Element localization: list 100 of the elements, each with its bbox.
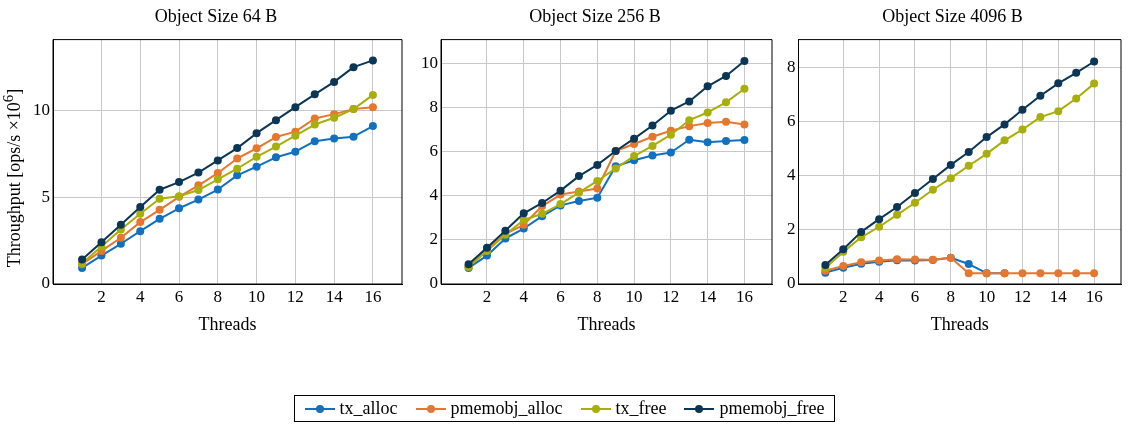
point [666, 106, 675, 115]
legend-label: tx_alloc [339, 398, 398, 419]
x-tick-label: 6 [174, 286, 184, 306]
point [722, 117, 731, 126]
x-tick-label: 8 [593, 286, 602, 306]
point [648, 132, 657, 141]
point [155, 205, 164, 214]
point [155, 214, 164, 223]
point [740, 56, 749, 65]
point [330, 77, 339, 86]
point [291, 103, 300, 112]
point [1018, 269, 1027, 278]
point [78, 255, 87, 264]
point [893, 203, 902, 212]
point [519, 215, 528, 224]
chart-title: Object Size 64 B [154, 5, 278, 26]
point [175, 178, 184, 187]
point [136, 218, 145, 227]
x-tick-label: 16 [364, 286, 382, 306]
point [740, 84, 749, 93]
legend-label: pmemobj_free [719, 398, 825, 419]
point [982, 149, 991, 158]
x-tick-label: 14 [699, 286, 717, 306]
y-tick-label: 10 [421, 53, 438, 73]
point [740, 136, 749, 144]
point [233, 154, 242, 163]
point [136, 227, 145, 236]
point [928, 174, 937, 183]
point [593, 160, 602, 169]
point [310, 90, 319, 99]
point [291, 131, 300, 140]
point [946, 174, 955, 183]
x-tick-label: 6 [910, 286, 920, 306]
point [1036, 91, 1045, 100]
x-tick-label: 14 [325, 286, 344, 306]
point [722, 71, 731, 80]
point [368, 103, 377, 112]
point [233, 164, 242, 173]
point [593, 184, 602, 193]
point [1090, 269, 1099, 278]
point [685, 135, 694, 144]
point [1090, 57, 1099, 66]
x-tick-label: 10 [248, 286, 266, 306]
point [1072, 68, 1081, 77]
y-tick-label: 4 [429, 185, 439, 205]
point [648, 141, 657, 150]
point [685, 97, 694, 106]
point [910, 188, 919, 197]
y-tick-label: 4 [787, 165, 796, 185]
point [252, 129, 261, 138]
x-tick-label: 16 [735, 286, 753, 306]
point [252, 162, 261, 171]
point [593, 193, 602, 202]
x-tick-label: 4 [136, 286, 145, 306]
x-tick-label: 10 [625, 286, 643, 306]
point [857, 227, 866, 236]
point [982, 133, 991, 142]
point [310, 137, 319, 146]
x-axis-title: Threads [930, 313, 989, 334]
y-tick-label: 8 [429, 97, 438, 117]
legend-label: pmemobj_alloc [450, 398, 563, 419]
x-axis-title: Threads [198, 313, 257, 334]
point [155, 185, 164, 194]
point [116, 220, 125, 229]
point [685, 116, 694, 125]
point [722, 136, 731, 145]
point [97, 238, 106, 247]
point [1018, 105, 1027, 114]
y-tick-label: 2 [787, 219, 796, 239]
point [722, 98, 731, 107]
point [538, 198, 547, 207]
point [271, 133, 280, 142]
x-tick-label: 12 [286, 286, 304, 306]
point [136, 203, 145, 212]
point [1072, 269, 1081, 278]
x-tick-label: 4 [874, 286, 884, 306]
point [136, 209, 145, 218]
point [310, 114, 319, 123]
point [175, 204, 184, 213]
point [964, 260, 973, 269]
point [875, 215, 884, 224]
chart-title: Object Size 4096 B [882, 5, 1023, 26]
x-tick-label: 12 [662, 286, 680, 306]
y-tick-label: 0 [41, 273, 50, 293]
point [116, 233, 125, 242]
point [648, 151, 657, 160]
point [368, 122, 377, 131]
point [703, 108, 712, 117]
point [740, 120, 749, 129]
point [1054, 79, 1063, 88]
point [271, 116, 280, 125]
point [330, 134, 339, 143]
point [1054, 107, 1063, 116]
point [368, 56, 377, 65]
x-tick-label: 2 [482, 286, 492, 306]
y-tick-label: 8 [787, 57, 796, 77]
point [155, 194, 164, 203]
point [666, 130, 675, 139]
point [349, 132, 358, 141]
point [233, 144, 242, 153]
